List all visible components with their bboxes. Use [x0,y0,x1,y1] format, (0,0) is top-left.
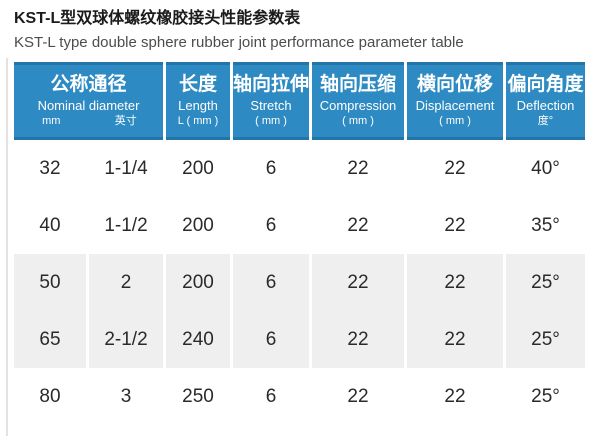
table-cell: 25° [506,311,585,368]
table-cell: 6 [233,311,309,368]
header-label-zh: 轴向压缩 [319,74,396,95]
header-unit: ( mm ) [255,115,287,127]
table-cell: 22 [407,368,503,425]
header-label-zh: 长度 [178,74,217,95]
header-label-zh: 公称通径 [50,74,127,95]
table-row: 50 2 200 6 22 22 25° [14,254,585,311]
table-cell: 65 [14,311,86,368]
table-cell: 25° [506,368,585,425]
table-cell: 6 [233,197,309,254]
header-unit: 度° [537,115,554,127]
table-cell: 6 [233,254,309,311]
table-cell: 22 [407,254,503,311]
header-label-en: Compression [319,98,397,113]
table-cell: 200 [166,140,230,197]
table-cell: 22 [407,197,503,254]
col-header-displacement: 横向位移 Displacement ( mm ) [407,62,503,140]
col-header-nominal-diameter: 公称通径 Nominal diameter mm 英寸 [14,62,163,140]
header-sub-units: mm 英寸 [14,114,163,129]
header-label-en: Displacement [415,98,495,113]
table-cell: 2 [89,254,163,311]
title-block: KST-L型双球体螺纹橡胶接头性能参数表 KST-L type double s… [14,8,586,53]
table-row: 32 1-1/4 200 6 22 22 40° [14,140,585,197]
table-cell: 22 [312,254,404,311]
table-cell: 1-1/4 [89,140,163,197]
table-cell: 35° [506,197,585,254]
table-cell: 3 [89,368,163,425]
header-label-zh: 偏向角度 [507,74,584,95]
header-label-en: Stretch [250,98,292,113]
table-cell: 1-1/2 [89,197,163,254]
table-cell: 6 [233,140,309,197]
table-cell: 22 [312,368,404,425]
table-cell: 50 [14,254,86,311]
header-unit: ( mm ) [342,115,374,127]
page-title-zh: KST-L型双球体螺纹橡胶接头性能参数表 [14,10,301,27]
table-cell: 32 [14,140,86,197]
col-header-compression: 轴向压缩 Compression ( mm ) [312,62,404,140]
col-header-stretch: 轴向拉伸 Stretch ( mm ) [233,62,309,140]
header-label-zh: 轴向拉伸 [233,74,309,95]
table-cell: 250 [166,368,230,425]
table-cell: 22 [407,311,503,368]
header-unit: L ( mm ) [177,115,219,127]
table-cell: 240 [166,311,230,368]
table-row: 80 3 250 6 22 22 25° [14,368,585,425]
table-cell: 22 [407,140,503,197]
header-unit-inch: 英寸 [114,115,137,127]
page-edge-line [6,58,8,436]
col-header-length: 长度 Length L ( mm ) [166,62,230,140]
header-label-en: Nominal diameter [37,98,140,113]
table-cell: 40° [506,140,585,197]
header-label-en: Length [178,98,218,113]
table-cell: 200 [166,254,230,311]
table-row: 40 1-1/2 200 6 22 22 35° [14,197,585,254]
table-cell: 40 [14,197,86,254]
table-cell: 22 [312,197,404,254]
table-cell: 25° [506,254,585,311]
table-cell: 22 [312,311,404,368]
header-label-en: Deflection [516,98,575,113]
header-unit: ( mm ) [439,115,471,127]
header-unit-mm: mm [42,115,61,127]
header-label-zh: 横向位移 [416,74,493,95]
table-cell: 6 [233,368,309,425]
page-title-en: KST-L type double sphere rubber joint pe… [14,34,464,51]
table-cell: 2-1/2 [89,311,163,368]
table-cell: 22 [312,140,404,197]
table-cell: 200 [166,197,230,254]
parameter-table: 公称通径 Nominal diameter mm 英寸 长度 Length L … [14,62,585,425]
table-cell: 80 [14,368,86,425]
col-header-deflection: 偏向角度 Deflection 度° [506,62,585,140]
table-body: 32 1-1/4 200 6 22 22 40° 40 1-1/2 200 6 22 22 35° 50 2 2… [14,140,585,425]
table-row: 65 2-1/2 240 6 22 22 25° [14,311,585,368]
table-header-row: 公称通径 Nominal diameter mm 英寸 长度 Length L … [14,62,585,140]
